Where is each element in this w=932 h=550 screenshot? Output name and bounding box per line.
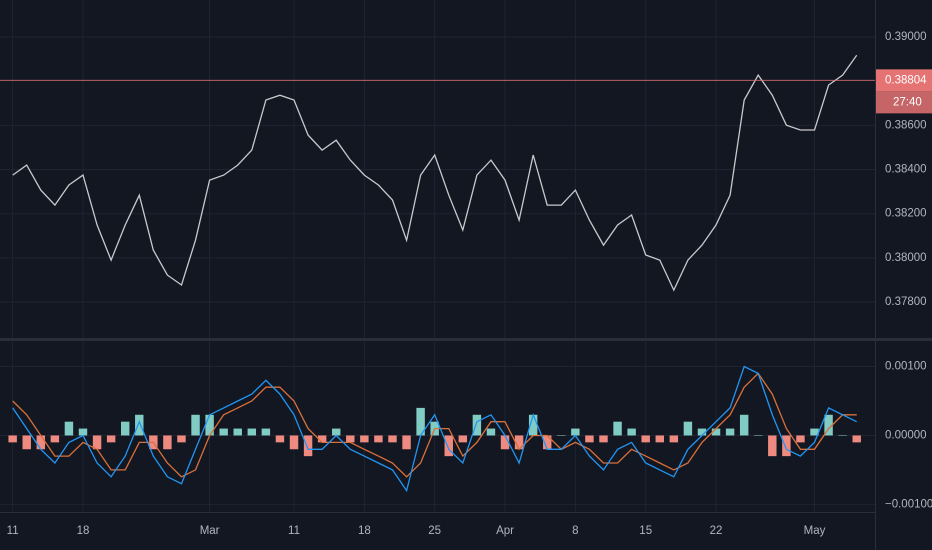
x-tick-label: 11 [288, 525, 300, 537]
x-tick-label: May [804, 525, 826, 537]
x-tick-label: 8 [572, 525, 578, 537]
x-tick-label: 18 [358, 525, 371, 537]
histogram-bar [163, 435, 172, 450]
histogram-bar [191, 414, 200, 436]
x-tick-label: 18 [77, 525, 90, 537]
y-tick-label: 0.38400 [885, 164, 927, 176]
histogram-bar [416, 407, 425, 436]
series-line [12, 365, 857, 493]
macd-pane [8, 365, 861, 493]
histogram-bar [50, 435, 60, 443]
histogram-bar [486, 428, 496, 436]
x-tick-label: Mar [200, 525, 220, 537]
y-tick-label: 0.38000 [885, 252, 927, 264]
x-tick-label: 25 [428, 525, 441, 537]
histogram-bar [360, 435, 369, 443]
histogram-bar [22, 435, 31, 450]
histogram-bar [92, 435, 102, 450]
histogram-bar [725, 428, 735, 436]
y-tick-label: 0.00000 [885, 429, 927, 441]
histogram-bar [177, 435, 186, 443]
histogram-bar [500, 435, 510, 450]
histogram-bar [796, 435, 805, 443]
histogram-bar [655, 435, 664, 443]
histogram-bar [599, 435, 608, 443]
histogram-bar [64, 421, 74, 436]
histogram-bar [233, 428, 242, 436]
histogram-bar [669, 435, 679, 443]
histogram-bar [683, 421, 693, 436]
histogram-bar [472, 414, 482, 436]
histogram-bar [585, 435, 594, 443]
histogram-bar [754, 435, 763, 436]
histogram-bar [514, 435, 524, 450]
countdown-label: 27:40 [893, 96, 922, 108]
histogram-bar [317, 435, 327, 443]
histogram-bar [205, 414, 214, 436]
histogram-bar [135, 414, 144, 436]
y-tick-label: 0.38600 [885, 119, 927, 131]
histogram-bar [782, 435, 791, 457]
histogram-bar [120, 421, 130, 436]
histogram-bar [219, 428, 228, 436]
histogram-bar [444, 435, 453, 457]
histogram-bar [627, 428, 636, 436]
grid-layer [0, 0, 875, 512]
histogram-bar [543, 435, 552, 450]
y-tick-label: 0.38200 [885, 208, 927, 220]
histogram-bar [36, 435, 46, 450]
histogram-bar [78, 428, 88, 436]
y-tick-label: 0.00100 [885, 361, 927, 373]
countdown-box [876, 91, 932, 114]
histogram-bar [261, 428, 271, 436]
histogram-bar [331, 428, 341, 436]
series-line [12, 54, 858, 292]
series-line [12, 372, 857, 478]
histogram-bar [528, 414, 538, 436]
histogram-bar [303, 435, 313, 457]
histogram-bar [374, 435, 383, 443]
histogram-bar [557, 435, 566, 436]
x-tick-label: 22 [710, 525, 723, 537]
y-tick-label: 0.39000 [885, 31, 927, 43]
histogram-bar [852, 435, 861, 443]
histogram-bar [824, 414, 833, 436]
histogram-bar [247, 428, 257, 436]
histogram-bar [711, 428, 721, 436]
last-price-label: 0.38804 [885, 74, 927, 86]
last-price-box [876, 69, 932, 92]
x-tick-label: 11 [7, 525, 19, 537]
histogram-bar [613, 421, 622, 436]
x-tick-label: 15 [639, 525, 652, 537]
price-pane [0, 54, 875, 292]
histogram-bar [106, 435, 116, 443]
histogram-bar [739, 414, 749, 436]
histogram-bar [8, 435, 17, 443]
histogram-bar [346, 435, 355, 443]
y-tick-label: −0.00100 [885, 498, 932, 510]
histogram-bar [641, 435, 650, 443]
histogram-bar [810, 428, 819, 436]
histogram-bar [838, 435, 847, 436]
histogram-bar [289, 435, 299, 450]
histogram-bar [275, 435, 285, 443]
y-tick-label: 0.37800 [885, 296, 927, 308]
histogram-bar [402, 435, 411, 450]
histogram-bar [768, 435, 777, 457]
histogram-bar [697, 428, 707, 436]
histogram-bar [571, 428, 580, 436]
histogram-bar [458, 435, 468, 443]
histogram-bar [388, 435, 397, 443]
x-tick-label: Apr [496, 525, 514, 537]
